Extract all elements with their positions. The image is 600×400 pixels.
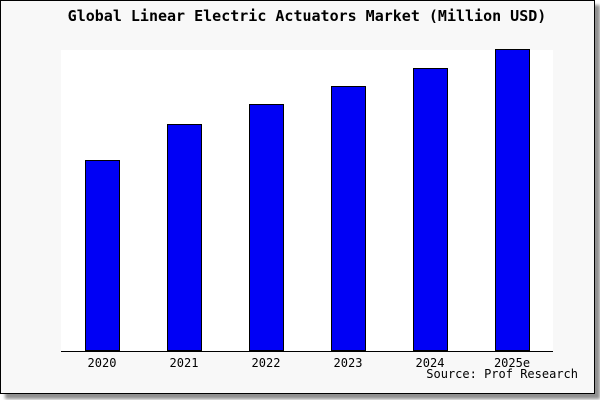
bar-2023 [330, 86, 366, 351]
x-tick-label-2020: 2020 [87, 356, 117, 370]
bar-slot [143, 50, 225, 351]
bar-2022 [248, 104, 284, 351]
bar-slot [389, 50, 471, 351]
x-tick-label-2022: 2022 [251, 356, 281, 370]
chart-card: Global Linear Electric Actuators Market … [0, 0, 595, 394]
plot-area [61, 49, 553, 352]
x-tick-label-2024: 2024 [415, 356, 445, 370]
bar-2020 [84, 160, 120, 351]
bar-2024 [412, 68, 448, 351]
bar-2025e [494, 49, 530, 351]
bar-slot [225, 50, 307, 351]
source-credit: Source: Prof Research [426, 367, 578, 381]
chart-title: Global Linear Electric Actuators Market … [67, 7, 547, 25]
x-tick-label-2023: 2023 [333, 356, 363, 370]
bar-slot [61, 50, 143, 351]
x-tick-label-2025e: 2025e [493, 356, 531, 370]
x-tick-label-2021: 2021 [169, 356, 199, 370]
bar-slot [307, 50, 389, 351]
x-axis-labels: 2020 2021 2022 2023 2024 2025e [61, 356, 553, 370]
bar-slot [471, 49, 553, 351]
bar-2021 [166, 124, 202, 351]
